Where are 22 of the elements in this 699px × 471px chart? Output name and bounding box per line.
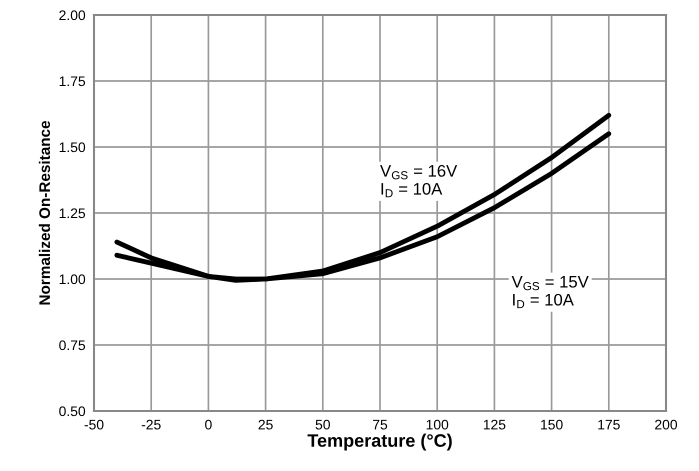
text: V$_{GS}$ = 16V I$_{D}$ = 10A <box>380 164 458 198</box>
x-tick-label: -25 <box>142 420 161 430</box>
x-tick-label: 100 <box>426 420 448 430</box>
y-tick-label: 1.25 <box>60 208 86 218</box>
x-axis-title: Temperature (°C) <box>308 434 452 450</box>
x-tick-label: 25 <box>258 420 273 430</box>
x-tick-label: 125 <box>484 420 506 430</box>
x-tick-label: 0 <box>205 420 212 430</box>
y-tick-label: 2.00 <box>59 10 86 20</box>
x-tick-label: 200 <box>655 420 678 430</box>
y-tick-label: 1.00 <box>60 274 86 284</box>
x-tick-label: 75 <box>372 420 388 430</box>
text: V$_{GS}$ = 15V I$_{D}$ = 10A <box>512 276 589 308</box>
y-tick-label: 0.50 <box>59 406 86 416</box>
y-tick-label: 1.50 <box>60 142 86 152</box>
x-tick-label: 175 <box>598 420 620 430</box>
y-tick-label: 0.75 <box>59 340 86 350</box>
y-axis-title: Normalized On-Resitance <box>38 120 50 305</box>
x-tick-label: 50 <box>316 420 330 430</box>
y-tick-label: 1.75 <box>60 76 86 86</box>
x-tick-label: 150 <box>541 420 563 430</box>
x-tick-label: -50 <box>84 420 104 430</box>
